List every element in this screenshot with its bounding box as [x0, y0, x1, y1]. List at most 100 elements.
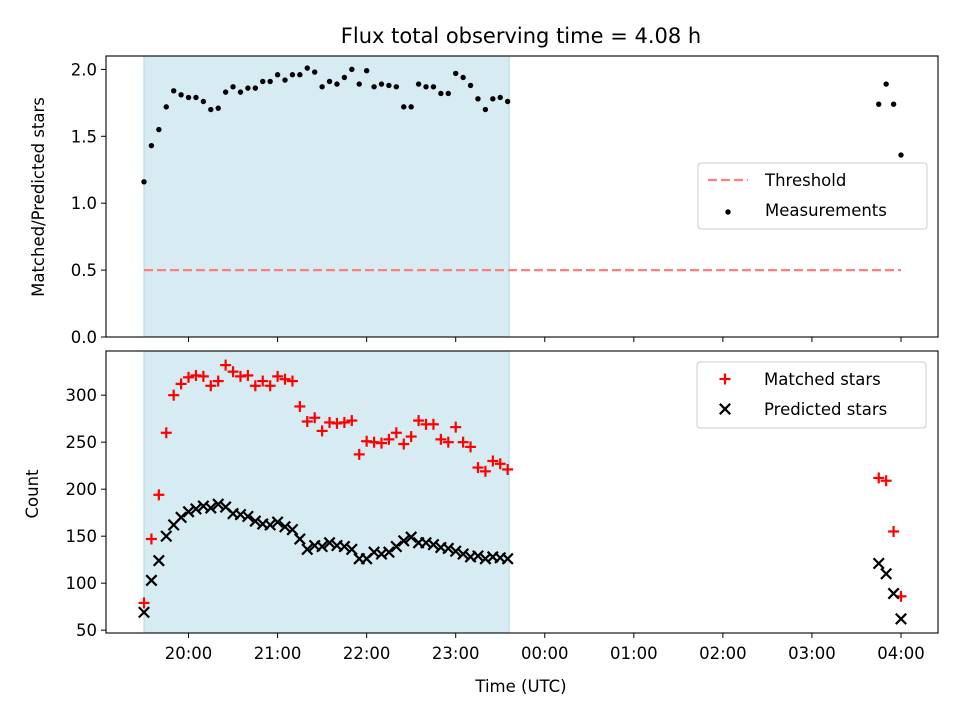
predicted-star-point — [338, 540, 351, 553]
y-tick-label: 100 — [66, 574, 98, 593]
measurement-point — [393, 84, 400, 90]
predicted-star-point — [271, 516, 284, 529]
measurement-point — [222, 89, 229, 95]
measurement-point — [883, 81, 889, 87]
x-axis-label: Time (UTC) — [474, 677, 566, 696]
matched-star-point — [145, 533, 157, 545]
predicted-star-point — [152, 554, 165, 567]
measurement-point — [282, 77, 288, 83]
matched-star-point — [138, 597, 150, 609]
measurement-point — [260, 78, 266, 85]
measurement-point — [445, 90, 451, 97]
measurement-point — [408, 104, 414, 110]
predicted-star-point — [427, 538, 440, 551]
bottom-panel: 20:00 21:00 22:00 23:00 00:00 01:00 02:00 03:00… — [66, 350, 939, 663]
x-tick-label: 03:00 — [788, 644, 836, 663]
predicted-star-point — [471, 549, 484, 562]
matched-star-point — [183, 371, 195, 383]
measurement-point — [401, 104, 407, 110]
measurement-point — [438, 90, 444, 97]
predicted-star-point — [264, 518, 277, 531]
measurement-point — [193, 94, 199, 101]
matched-star-point — [272, 370, 284, 382]
measurement-point — [319, 84, 325, 90]
predicted-star-point — [138, 606, 150, 619]
measurement-point — [148, 142, 155, 149]
legend-box — [696, 361, 927, 429]
predicted-star-point — [189, 502, 202, 515]
measurement-point — [178, 92, 184, 98]
matched-star-point — [390, 427, 402, 439]
matched-star-point — [286, 375, 298, 387]
measurement-point — [163, 104, 169, 110]
measurement-point — [274, 72, 281, 78]
matched-star-point — [405, 431, 417, 443]
observing-window-span — [143, 350, 510, 634]
predicted-star-point — [323, 536, 336, 549]
y-tick-label: 250 — [66, 433, 98, 452]
measurement-point — [304, 65, 310, 71]
matched-star-point — [160, 427, 172, 439]
matched-star-point — [442, 436, 454, 448]
matched-star-point — [257, 375, 269, 387]
measurement-point — [415, 81, 422, 87]
matched-star-point — [502, 463, 514, 475]
measurement-point — [363, 68, 370, 74]
measurement-point — [141, 179, 147, 185]
legend-label: Threshold — [764, 171, 846, 190]
predicted-star-point — [145, 574, 158, 587]
measurement-point — [297, 72, 303, 78]
matched-star-point — [205, 380, 217, 392]
x-tick-label: 00:00 — [521, 644, 569, 663]
matched-star-point — [398, 438, 410, 450]
x-tick-label: 23:00 — [432, 644, 480, 663]
matched-star-point — [479, 465, 491, 477]
measurement-point — [898, 152, 904, 158]
measurement-point — [876, 101, 882, 107]
measurement-point — [490, 96, 496, 102]
legend-label: Measurements — [765, 201, 887, 220]
measurement-point — [467, 82, 474, 89]
predicted-star-point — [880, 567, 893, 580]
matched-star-point — [227, 366, 239, 378]
measurement-point — [504, 98, 511, 105]
matched-star-point — [212, 375, 224, 387]
matched-star-point — [427, 418, 439, 430]
axes-frame — [105, 350, 939, 634]
matched-star-point — [457, 436, 469, 448]
matched-star-point — [294, 400, 306, 412]
matched-star-point — [435, 433, 447, 445]
predicted-star-point — [457, 548, 470, 561]
measurement-point — [430, 84, 437, 90]
matched-star-point — [873, 472, 885, 484]
matched-star-point — [242, 369, 254, 381]
measurement-point — [267, 78, 273, 85]
legend-label: Predicted stars — [764, 400, 887, 419]
x-tick-label: 22:00 — [343, 644, 391, 663]
matched-star-point — [346, 415, 358, 427]
matched-star-point — [168, 389, 180, 401]
measurement-point — [215, 105, 221, 111]
predicted-star-point — [160, 530, 173, 543]
bottom-y-axis-label: Count — [23, 469, 42, 519]
predicted-star-point — [382, 546, 395, 559]
predicted-star-point — [316, 540, 329, 553]
matched-star-point — [316, 425, 328, 437]
y-tick-label: 1.0 — [71, 194, 97, 213]
matched-star-point — [279, 373, 291, 385]
predicted-star-point — [249, 515, 262, 528]
measurement-point — [890, 101, 897, 107]
measurement-point — [497, 94, 503, 101]
chart-title: Flux total observing time = 4.08 h — [341, 24, 701, 48]
matched-star-point — [888, 525, 900, 537]
predicted-star-point — [279, 520, 291, 533]
measurement-point — [156, 126, 162, 133]
measurement-point — [460, 74, 466, 81]
predicted-star-point — [175, 511, 188, 524]
matched-star-point — [249, 380, 261, 392]
matched-star-point — [472, 462, 484, 474]
matched-star-point — [264, 380, 276, 392]
measurement-point — [482, 106, 489, 113]
matched-star-point — [375, 437, 387, 449]
